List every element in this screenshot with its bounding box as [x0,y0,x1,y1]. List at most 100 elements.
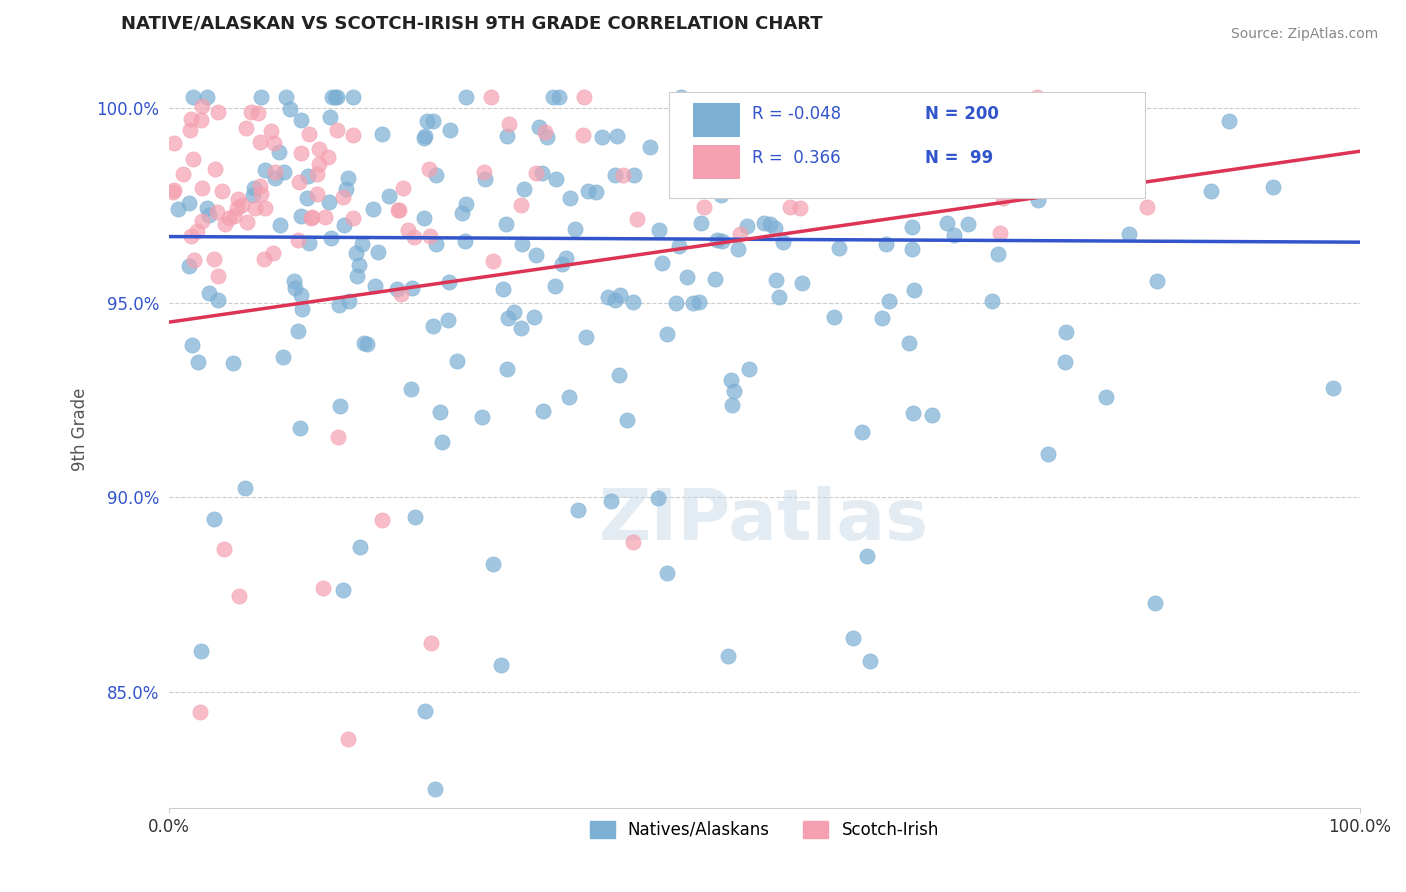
Point [510,198,533,212]
Point [1146,274,1168,288]
Point [356,337,378,351]
Point [564,221,586,235]
Point [290,288,312,302]
Point [274,89,297,103]
Point [207,293,229,307]
Point [439,122,461,136]
Point [211,184,233,198]
Point [183,253,205,268]
Point [609,288,631,302]
Point [287,233,309,247]
Point [1107,105,1129,120]
Point [198,286,221,301]
Point [260,124,283,138]
Legend: Natives/Alaskans, Scotch-Irish: Natives/Alaskans, Scotch-Irish [583,814,946,846]
Point [242,180,264,194]
Point [779,200,801,214]
Point [218,211,240,225]
Point [328,298,350,312]
Point [299,211,322,225]
Point [422,318,444,333]
Point [353,335,375,350]
Point [222,356,245,370]
Point [529,120,551,135]
Point [668,239,690,253]
Point [162,186,184,200]
Point [288,421,311,435]
Point [728,227,751,241]
Point [665,296,688,310]
Point [396,223,419,237]
Point [290,145,312,160]
Point [474,172,496,186]
Point [727,242,749,256]
Point [404,509,426,524]
Point [207,105,229,120]
Point [682,296,704,310]
Point [262,246,284,260]
Point [717,649,740,664]
Point [335,181,357,195]
Point [419,228,441,243]
Point [988,226,1011,240]
Point [987,246,1010,260]
Point [900,242,922,256]
Point [1136,200,1159,214]
FancyBboxPatch shape [669,92,1146,198]
Point [249,178,271,193]
Point [1218,113,1240,128]
Point [544,279,567,293]
Point [612,168,634,182]
Point [364,278,387,293]
Point [1026,194,1049,208]
Point [599,494,621,508]
Point [314,210,336,224]
Point [235,481,257,495]
Point [481,557,503,571]
Point [714,176,737,190]
Point [648,223,671,237]
Point [228,589,250,603]
Point [250,186,273,201]
Point [387,282,409,296]
Point [503,305,526,319]
Point [623,168,645,182]
Point [495,128,517,143]
Point [512,181,534,195]
Point [308,142,330,156]
Point [162,183,184,197]
Point [546,172,568,186]
Point [772,235,794,249]
Point [413,129,436,144]
Point [432,435,454,450]
Point [363,202,385,216]
Point [759,217,782,231]
Point [297,169,319,183]
Point [226,193,249,207]
Point [191,99,214,113]
Point [269,218,291,232]
Point [585,186,607,200]
Point [329,400,352,414]
Point [179,122,201,136]
FancyBboxPatch shape [693,145,741,178]
Point [558,390,581,404]
Point [263,165,285,179]
Point [524,166,547,180]
Point [420,636,443,650]
Point [391,181,413,195]
Point [851,425,873,440]
Point [332,190,354,204]
Point [720,127,742,141]
Point [898,335,921,350]
Point [1025,89,1047,103]
Point [675,270,697,285]
Point [496,310,519,325]
Text: NATIVE/ALASKAN VS SCOTCH-IRISH 9TH GRADE CORRELATION CHART: NATIVE/ALASKAN VS SCOTCH-IRISH 9TH GRADE… [121,15,823,33]
Point [333,218,356,232]
Point [236,215,259,229]
Point [413,130,436,145]
Point [454,234,477,248]
Point [290,209,312,223]
Point [167,202,190,216]
